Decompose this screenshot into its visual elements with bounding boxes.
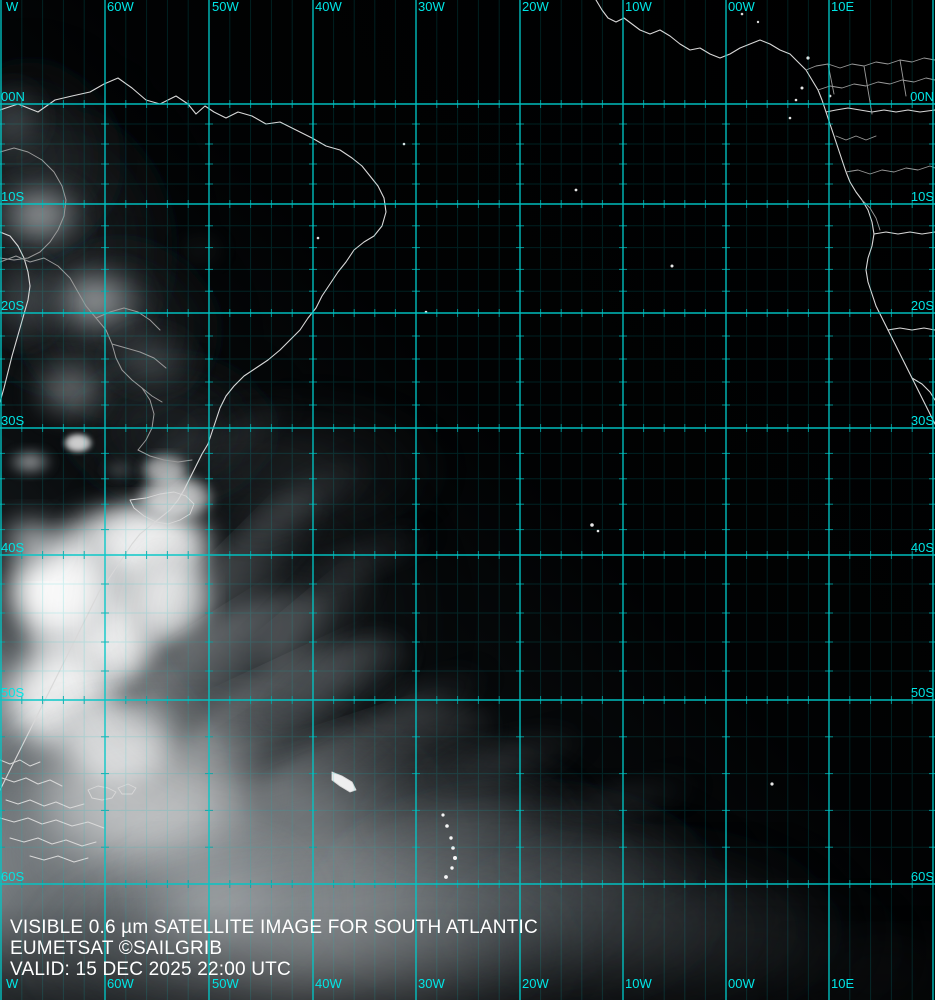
coastline-overlay: [0, 0, 935, 879]
